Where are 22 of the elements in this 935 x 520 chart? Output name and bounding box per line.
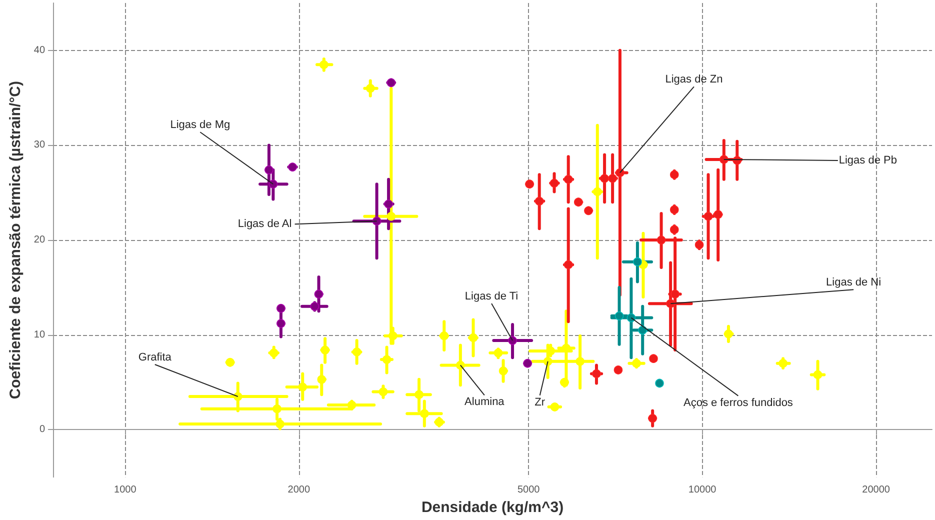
annotation: Ligas de Pb	[838, 154, 897, 166]
annotation: Grafita	[138, 352, 172, 364]
x-axis-title: Densidade (kg/m^3)	[421, 499, 564, 516]
annotation: Ligas de Zn	[665, 74, 723, 86]
annotation: Zr	[534, 396, 546, 408]
annotation: Ligas de Ti	[464, 290, 518, 303]
x-tick-label: 10000	[688, 484, 717, 496]
y-tick-label: 20	[34, 234, 46, 246]
annotation: Ligas de Al	[238, 218, 292, 230]
y-axis-title: Coeficiente de expansão térmica (µstrain/°C)	[7, 81, 24, 400]
annotation: Alumina	[464, 396, 506, 408]
y-tick-label: 0	[39, 424, 46, 436]
x-tick-label: 1000	[114, 484, 137, 496]
annotation: Aços e ferros fundidos	[683, 396, 794, 409]
x-tick-label: 2000	[288, 484, 310, 496]
x-tick-label: 5000	[517, 484, 540, 496]
annotation: Ligas de Mg	[170, 119, 230, 132]
y-tick-label: 30	[34, 140, 46, 151]
annotation: Ligas de Ni	[826, 276, 882, 289]
y-tick-label: 10	[34, 329, 46, 340]
x-tick-label: 20000	[862, 484, 890, 496]
y-tick-label: 40	[34, 44, 46, 56]
